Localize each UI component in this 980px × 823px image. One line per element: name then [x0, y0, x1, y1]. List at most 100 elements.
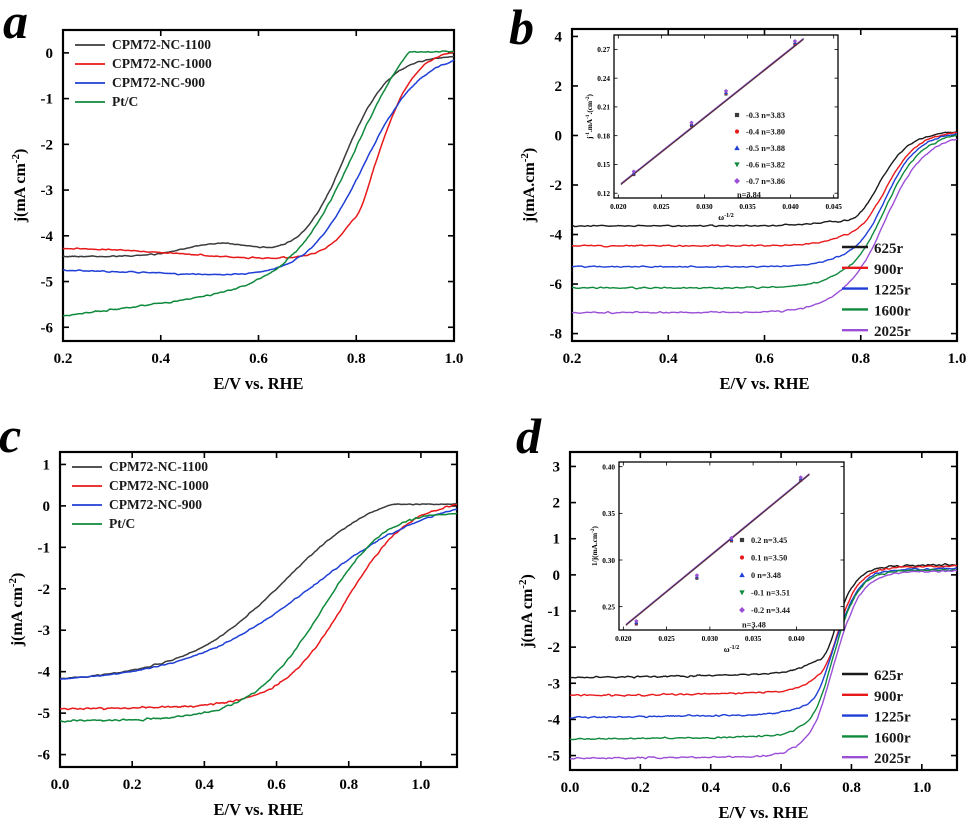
- svg-text:Pt/C: Pt/C: [109, 516, 135, 531]
- svg-text:0.4: 0.4: [659, 351, 678, 367]
- svg-text:0.040: 0.040: [788, 634, 805, 643]
- svg-text:0.2: 0.2: [563, 351, 582, 367]
- svg-text:1.0: 1.0: [948, 351, 967, 367]
- svg-text:CPM72-NC-1100: CPM72-NC-1100: [112, 37, 211, 52]
- svg-text:0.8: 0.8: [842, 780, 861, 796]
- svg-text:-0.2 n=3.44: -0.2 n=3.44: [751, 606, 790, 615]
- svg-text:0.040: 0.040: [782, 202, 799, 211]
- svg-text:1600r: 1600r: [874, 730, 911, 746]
- svg-text:-6: -6: [550, 277, 563, 293]
- svg-text:j(mA cm-2): j(mA cm-2): [7, 573, 26, 648]
- svg-text:2: 2: [555, 79, 563, 95]
- svg-text:0.6: 0.6: [267, 777, 286, 793]
- svg-text:0.035: 0.035: [739, 202, 756, 211]
- svg-text:0.35: 0.35: [602, 509, 615, 518]
- svg-text:625r: 625r: [874, 241, 904, 257]
- svg-text:0.4: 0.4: [195, 777, 214, 793]
- svg-text:1600r: 1600r: [874, 303, 911, 319]
- svg-text:CPM72-NC-900: CPM72-NC-900: [112, 75, 205, 90]
- svg-text:0.2: 0.2: [631, 780, 650, 796]
- svg-text:1/j(mA.cm-2): 1/j(mA.cm-2): [590, 525, 599, 565]
- svg-text:0.8: 0.8: [851, 351, 870, 367]
- svg-text:-0.3 n=3.83: -0.3 n=3.83: [746, 111, 785, 120]
- svg-text:CPM72-NC-1000: CPM72-NC-1000: [109, 478, 209, 493]
- svg-text:0.30: 0.30: [602, 556, 615, 565]
- svg-text:Pt/C: Pt/C: [112, 94, 138, 109]
- svg-text:0 n=3.48: 0 n=3.48: [751, 571, 781, 580]
- svg-text:0.24: 0.24: [597, 74, 610, 83]
- svg-text:-4: -4: [548, 712, 561, 728]
- svg-text:0.40: 0.40: [602, 462, 615, 471]
- svg-text:-5: -5: [41, 275, 54, 291]
- svg-text:1: 1: [43, 457, 51, 473]
- svg-text:1225r: 1225r: [874, 283, 911, 299]
- svg-text:-8: -8: [550, 327, 563, 343]
- svg-text:4: 4: [555, 29, 563, 45]
- svg-text:-5: -5: [38, 706, 51, 722]
- svg-text:j-1.mA-1.(cm-2): j-1.mA-1.(cm-2): [585, 93, 594, 139]
- svg-text:0.020: 0.020: [615, 634, 632, 643]
- svg-text:E/V vs. RHE: E/V vs. RHE: [719, 374, 809, 393]
- svg-text:0: 0: [553, 568, 561, 584]
- svg-text:-6: -6: [41, 320, 54, 336]
- svg-text:0.1 n=3.50: 0.1 n=3.50: [751, 553, 787, 562]
- svg-text:0.6: 0.6: [755, 351, 774, 367]
- svg-text:-4: -4: [41, 229, 54, 245]
- svg-text:-2: -2: [41, 137, 54, 153]
- svg-text:625r: 625r: [874, 668, 904, 684]
- svg-text:0: 0: [555, 128, 563, 144]
- svg-text:2025r: 2025r: [874, 751, 911, 767]
- svg-text:0.2: 0.2: [123, 777, 142, 793]
- svg-text:CPM72-NC-1100: CPM72-NC-1100: [109, 459, 208, 474]
- svg-text:1: 1: [553, 532, 561, 548]
- svg-text:-3: -3: [38, 623, 51, 639]
- svg-text:0.025: 0.025: [658, 634, 675, 643]
- svg-text:-0.6 n=3.82: -0.6 n=3.82: [746, 160, 785, 169]
- svg-text:-1: -1: [41, 92, 54, 108]
- svg-text:0.0: 0.0: [51, 777, 70, 793]
- svg-text:0.025: 0.025: [653, 202, 670, 211]
- svg-text:3: 3: [553, 459, 561, 475]
- svg-text:ω-1/2: ω-1/2: [724, 645, 740, 654]
- svg-text:-1: -1: [548, 604, 561, 620]
- svg-text:-3: -3: [548, 676, 561, 692]
- svg-text:0.2: 0.2: [54, 351, 73, 367]
- svg-text:0.6: 0.6: [249, 351, 268, 367]
- svg-text:-1: -1: [38, 540, 51, 556]
- svg-text:0.2 n=3.45: 0.2 n=3.45: [751, 536, 787, 545]
- svg-text:0.045: 0.045: [825, 202, 842, 211]
- svg-text:900r: 900r: [874, 689, 904, 705]
- svg-text:0.020: 0.020: [610, 202, 627, 211]
- svg-text:-0.7 n=3.86: -0.7 n=3.86: [746, 177, 785, 186]
- svg-text:0.18: 0.18: [597, 131, 610, 140]
- svg-text:1.0: 1.0: [912, 780, 931, 796]
- svg-text:0: 0: [46, 46, 54, 62]
- svg-text:-2: -2: [550, 178, 563, 194]
- svg-text:-0.4 n=3.80: -0.4 n=3.80: [746, 127, 785, 136]
- svg-text:0.27: 0.27: [597, 45, 610, 54]
- svg-text:j(mA cm-2): j(mA cm-2): [517, 574, 536, 649]
- svg-text:0.15: 0.15: [597, 160, 610, 169]
- svg-text:0.8: 0.8: [347, 351, 366, 367]
- svg-text:2025r: 2025r: [874, 324, 911, 340]
- svg-text:1.0: 1.0: [412, 777, 431, 793]
- svg-text:E/V vs. RHE: E/V vs. RHE: [718, 803, 808, 822]
- svg-text:-4: -4: [38, 665, 51, 681]
- svg-text:CPM72-NC-900: CPM72-NC-900: [109, 497, 202, 512]
- svg-text:-2: -2: [548, 640, 561, 656]
- svg-text:900r: 900r: [874, 262, 904, 278]
- svg-text:-0.5 n=3.88: -0.5 n=3.88: [746, 144, 785, 153]
- svg-text:-6: -6: [38, 748, 51, 764]
- svg-text:E/V vs. RHE: E/V vs. RHE: [213, 800, 303, 817]
- svg-text:j(mA cm-2): j(mA cm-2): [10, 149, 29, 224]
- svg-text:0.8: 0.8: [339, 777, 358, 793]
- svg-text:0.0: 0.0: [561, 780, 580, 796]
- svg-text:0.21: 0.21: [597, 103, 610, 112]
- svg-text:0.12: 0.12: [597, 189, 610, 198]
- svg-text:0.4: 0.4: [151, 351, 170, 367]
- svg-text:-4: -4: [550, 228, 563, 244]
- svg-text:0: 0: [43, 499, 51, 515]
- svg-text:j(mA.cm-2): j(mA.cm-2): [519, 148, 538, 223]
- svg-text:-2: -2: [38, 582, 51, 598]
- svg-text:2: 2: [553, 496, 561, 512]
